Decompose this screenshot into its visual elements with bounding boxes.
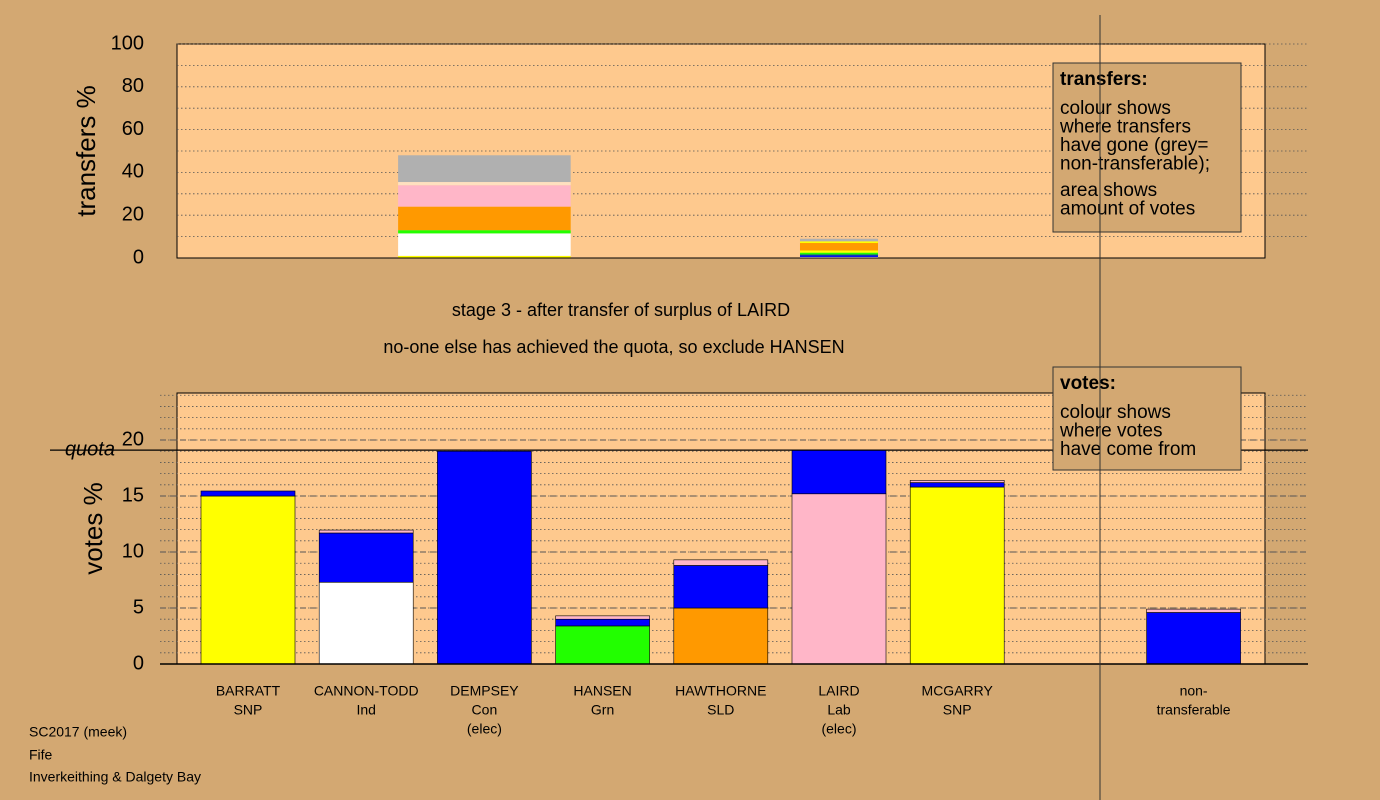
x-tick-label: CANNON-TODD [314,683,419,699]
transfer-segment [799,254,879,256]
stage-text: no-one else has achieved the quota, so e… [383,337,844,357]
vote-segment [909,480,1005,483]
transfer-segment [398,255,571,258]
legend-text: have gone (grey= [1060,135,1208,156]
y-tick-label: 20 [122,203,144,225]
transfer-segment [398,182,571,186]
vote-segment [555,625,650,665]
vote-segment [673,565,769,609]
transfer-segment [799,256,879,258]
vote-segment [318,529,414,534]
vote-segment [318,532,414,583]
y-tick-label: 100 [111,32,144,54]
transfer-segment [398,206,571,231]
x-tick-label: Ind [356,702,375,718]
transfer-segment [398,155,571,183]
vote-segment [791,493,887,665]
vote-segment [200,490,296,497]
legend-text: have come from [1060,439,1196,460]
transfer-segment [398,233,571,256]
x-tick-label: Lab [827,702,851,718]
x-tick-label: SLD [707,702,734,718]
y-tick-label: 40 [122,161,144,183]
x-tick-label: MCGARRY [922,683,994,699]
quota-label: quota [65,438,115,460]
y-tick-label: 10 [122,540,144,562]
legend-text: area shows [1060,180,1157,201]
vote-segment [673,607,769,665]
y-tick-label: 80 [122,75,144,97]
vote-segment [673,559,769,566]
y-tick-label: 5 [133,596,144,618]
vote-segment [909,482,1005,488]
legend-text: colour shows [1060,402,1171,423]
y-axis-title: votes % [78,482,108,575]
y-tick-label: 20 [122,428,144,450]
y-tick-label: 0 [133,246,144,268]
x-tick-label: (elec) [821,721,856,737]
vote-segment [200,495,296,665]
y-axis-title: transfers % [71,85,101,217]
legend-title: transfers: [1060,69,1148,90]
footer: Fife [29,747,53,763]
transfer-segment [799,255,879,257]
transfer-segment [799,243,879,251]
transfer-segment [398,185,571,207]
vote-segment [318,581,414,665]
x-tick-label: non- [1180,683,1208,699]
x-tick-label: HANSEN [573,683,631,699]
x-tick-label: SNP [234,702,263,718]
y-tick-label: 15 [122,484,144,506]
transfer-segment [398,230,571,234]
x-tick-label: Grn [591,702,614,718]
vote-segment [1146,612,1241,665]
footer: Inverkeithing & Dalgety Bay [29,769,201,785]
legend-text: where transfers [1059,117,1191,138]
vote-segment [791,449,887,495]
legend-text: where votes [1059,421,1162,442]
x-tick-label: LAIRD [818,683,859,699]
legend-text: non-transferable); [1060,154,1210,175]
stage-text: stage 3 - after transfer of surplus of L… [452,300,790,320]
x-tick-label: HAWTHORNE [675,683,766,699]
x-tick-label: BARRATT [216,683,281,699]
vote-segment [909,486,1005,665]
x-tick-label: Con [472,702,498,718]
footer: SC2017 (meek) [29,724,127,740]
x-tick-label: transferable [1157,702,1231,718]
transfer-segment [799,250,879,253]
vote-segment [555,618,650,627]
legend-title: votes: [1060,373,1116,394]
transfer-segment [799,238,879,242]
transfer-segment [799,241,879,244]
legend-text: amount of votes [1060,199,1195,220]
legend-text: colour shows [1060,98,1171,119]
vote-segment [1146,608,1241,613]
vote-segment [437,450,532,665]
x-tick-label: DEMPSEY [450,683,519,699]
y-tick-label: 60 [122,118,144,140]
transfer-segment [799,252,879,255]
vote-segment [555,615,650,620]
legend-box [1052,62,1242,233]
x-tick-label: SNP [943,702,972,718]
legend-box [1052,366,1242,471]
y-tick-label: 0 [133,652,144,674]
x-tick-label: (elec) [467,721,502,737]
